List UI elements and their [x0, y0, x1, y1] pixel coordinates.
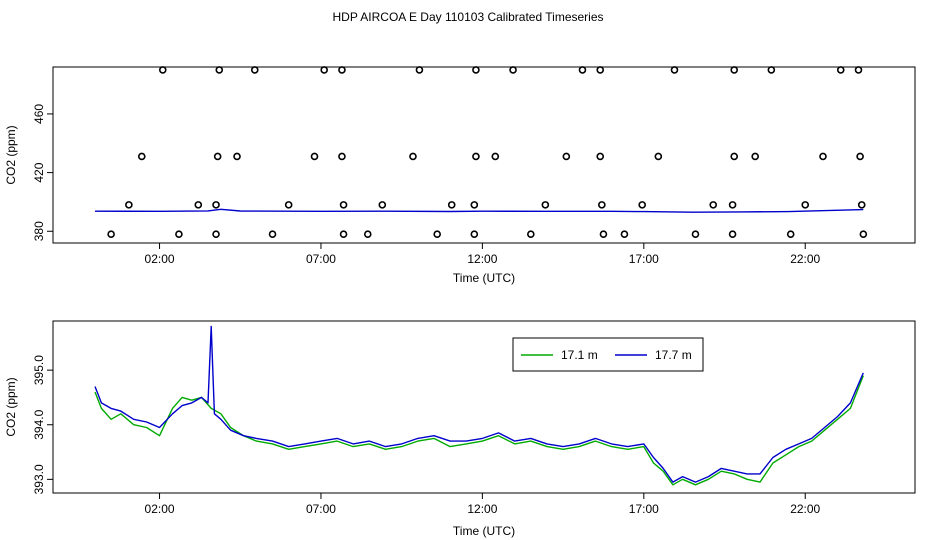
top-y-axis-label: CO2 (ppm) [4, 125, 18, 184]
bottom-plot-marks [94, 325, 864, 486]
scatter-point [854, 66, 863, 74]
scatter-point [728, 201, 737, 209]
x-tick-label: 17:00 [629, 252, 659, 266]
x-tick-label: 17:00 [629, 502, 659, 516]
series-line-1-0 [94, 375, 864, 486]
series-line-0-1 [94, 208, 864, 213]
scatter-point [339, 230, 348, 238]
top-plot-marks [94, 66, 868, 238]
bottom-x-axis: 02:00 07:00 12:00 17:00 22:00 [145, 493, 821, 516]
scatter-point [801, 201, 810, 209]
scatter-point [250, 66, 259, 74]
x-tick-label: 02:00 [145, 502, 175, 516]
scatter-point [268, 230, 277, 238]
scatter-point [491, 152, 500, 161]
scatter-point [284, 201, 293, 209]
scatter-point [819, 152, 827, 161]
bottom-x-axis-label: Time (UTC) [453, 524, 515, 538]
scatter-point [596, 152, 605, 161]
scatter-point [856, 152, 864, 161]
top-x-axis-label: Time (UTC) [453, 271, 515, 285]
bottom-panel: 02:00 07:00 12:00 17:00 22:00 393.0 394.0 395.… [4, 320, 916, 538]
scatter-point [541, 201, 550, 209]
figure-title: HDP AIRCOA E Day 110103 Calibrated Times… [332, 10, 603, 24]
bottom-y-axis-label: CO2 (ppm) [4, 377, 18, 436]
scatter-point [836, 66, 845, 74]
scatter-point [338, 66, 346, 74]
x-tick-label: 12:00 [467, 252, 497, 266]
scatter-point [194, 201, 203, 209]
scatter-point [620, 230, 629, 238]
scatter-point [212, 201, 220, 209]
y-tick-label: 380 [32, 221, 46, 241]
x-tick-label: 22:00 [790, 252, 820, 266]
scatter-point [447, 201, 456, 209]
scatter-point [339, 201, 348, 209]
legend-label-17.1m: 17.1 m [561, 348, 598, 362]
scatter-point [786, 230, 795, 238]
scatter-point [409, 152, 417, 161]
scatter-point [857, 201, 866, 209]
scatter-point [472, 152, 480, 161]
scatter-point [107, 230, 115, 238]
scatter-point [137, 152, 146, 161]
scatter-point [125, 201, 133, 209]
top-x-axis: 02:00 07:00 12:00 17:00 22:00 [145, 243, 821, 266]
scatter-point [527, 230, 535, 238]
scatter-point [730, 152, 739, 161]
scatter-point [562, 152, 571, 161]
series-line-1-1 [94, 325, 864, 483]
scatter-point [598, 201, 606, 209]
scatter-point [509, 66, 517, 74]
y-tick-label: 395.0 [32, 355, 46, 385]
scatter-point [175, 230, 183, 238]
scatter-point [599, 230, 608, 238]
scatter-point [670, 66, 679, 74]
scatter-point [728, 230, 737, 238]
legend: 17.1 m 17.7 m [512, 337, 704, 372]
bottom-y-axis: 393.0 394.0 395.0 [32, 355, 53, 494]
top-y-axis: 380 420 460 [32, 104, 53, 241]
y-tick-label: 460 [32, 104, 46, 124]
scatter-point [578, 66, 587, 74]
scatter-point [751, 152, 759, 161]
scatter-point [472, 66, 480, 74]
x-tick-label: 07:00 [306, 502, 336, 516]
scatter-point [470, 201, 479, 209]
scatter-point [378, 201, 387, 209]
legend-label-17.7m: 17.7 m [655, 348, 692, 362]
scatter-point [213, 152, 222, 161]
scatter-point [654, 152, 663, 161]
y-tick-label: 420 [32, 162, 46, 182]
scatter-point [596, 66, 605, 74]
scatter-point [691, 230, 700, 238]
x-tick-label: 12:00 [467, 502, 497, 516]
top-panel: 02:00 07:00 12:00 17:00 22:00 380 420 460 Time… [4, 66, 916, 285]
scatter-point [310, 152, 319, 161]
y-tick-label: 394.0 [32, 409, 46, 439]
scatter-point [730, 66, 739, 74]
scatter-point [320, 66, 328, 74]
scatter-point [638, 201, 646, 209]
bottom-plot-frame [52, 320, 916, 494]
scatter-point [212, 230, 220, 238]
x-tick-label: 02:00 [145, 252, 175, 266]
scatter-point [433, 230, 441, 238]
scatter-point [767, 66, 776, 74]
scatter-point [415, 66, 424, 74]
scatter-point [233, 152, 241, 161]
x-tick-label: 22:00 [790, 502, 820, 516]
x-tick-label: 07:00 [306, 252, 336, 266]
scatter-point [363, 230, 372, 238]
scatter-point [158, 66, 167, 74]
scatter-point [709, 201, 718, 209]
top-plot-frame [52, 66, 916, 244]
scatter-point [215, 66, 224, 74]
scatter-point [470, 230, 479, 238]
scatter-point [338, 152, 346, 161]
scatter-point [859, 230, 868, 238]
y-tick-label: 393.0 [32, 464, 46, 494]
